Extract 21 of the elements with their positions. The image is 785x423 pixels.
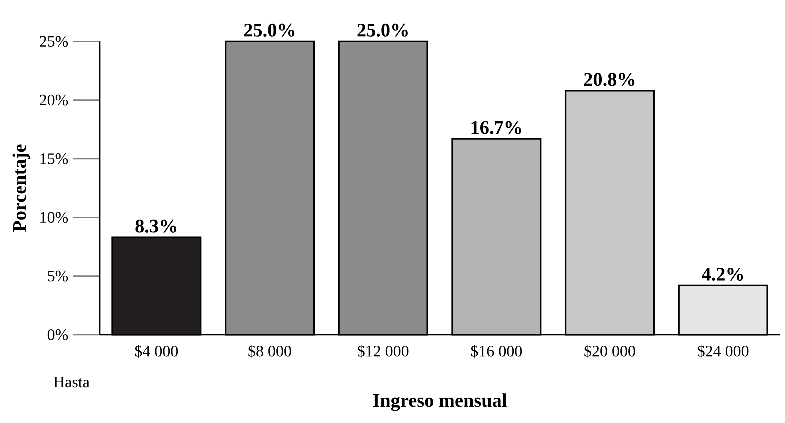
data-label: 20.8%	[584, 73, 635, 86]
data-label: 4.2%	[702, 268, 744, 281]
y-tick-label: 15%	[40, 154, 68, 164]
y-axis-title: Porcentaje	[12, 144, 30, 232]
x-tick-label: $20 000	[584, 345, 636, 358]
y-tick-label: 10%	[40, 212, 68, 224]
y-tick-label: 5%	[48, 270, 68, 282]
data-label: 25.0%	[358, 24, 408, 37]
y-tick-label: 0%	[48, 330, 68, 340]
data-label: 8.3%	[136, 220, 176, 233]
data-label: 25.0%	[244, 24, 295, 37]
text: Hasta	[54, 377, 90, 388]
y-tick-label: 25%	[40, 36, 68, 48]
x-axis-title: Ingreso mensual	[373, 394, 507, 412]
x-tick-label: $4 000	[135, 345, 178, 358]
x-tick-label: $8 000	[248, 345, 292, 358]
x-tick-label: $16 000	[471, 345, 522, 358]
y-tick-label: 20%	[40, 94, 68, 106]
data-label: 16.7%	[472, 121, 522, 134]
x-tick-label: $24 000	[698, 345, 749, 358]
x-tick-label: $12 000	[358, 345, 409, 358]
